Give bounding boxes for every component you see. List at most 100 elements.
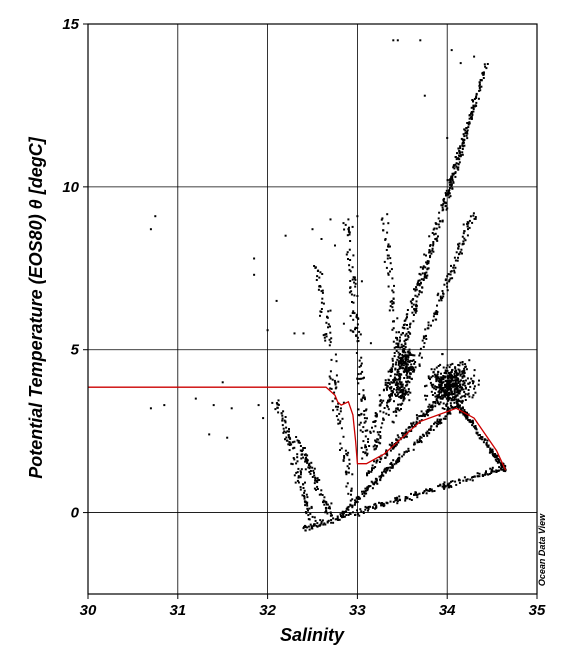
data-point: [343, 456, 346, 459]
data-point: [373, 448, 376, 451]
data-point: [331, 400, 334, 403]
data-point: [495, 454, 498, 457]
data-point: [357, 382, 360, 385]
data-point: [330, 521, 333, 524]
data-point: [289, 437, 292, 440]
data-point: [409, 359, 412, 362]
data-point: [444, 393, 447, 396]
data-point: [396, 386, 398, 389]
data-point: [398, 498, 401, 501]
data-point: [485, 442, 488, 444]
data-point: [382, 399, 385, 402]
data-point: [441, 378, 444, 381]
data-point: [420, 281, 422, 284]
data-point: [454, 385, 457, 388]
data-point: [405, 355, 408, 358]
data-point: [290, 443, 293, 446]
data-point: [316, 485, 319, 488]
data-point: [409, 323, 411, 326]
data-point: [439, 297, 442, 300]
data-point: [328, 338, 331, 341]
data-point: [466, 137, 469, 140]
data-point: [478, 81, 481, 84]
data-point: [435, 318, 438, 321]
data-point: [451, 385, 454, 388]
data-point: [406, 371, 408, 374]
data-point: [396, 373, 398, 376]
data-point: [424, 328, 427, 331]
data-point: [362, 451, 365, 454]
data-point: [421, 414, 424, 417]
data-point: [374, 480, 377, 483]
data-point: [349, 499, 352, 502]
data-point: [288, 449, 291, 452]
data-point: [459, 145, 462, 148]
data-point: [449, 374, 452, 377]
data-point: [450, 175, 453, 178]
data-point: [397, 436, 400, 439]
data-point: [438, 385, 441, 388]
data-point: [446, 137, 449, 139]
data-point: [262, 417, 265, 420]
data-point: [455, 379, 458, 382]
data-point: [382, 502, 385, 505]
data-point: [398, 331, 400, 334]
data-point: [437, 223, 440, 226]
data-point: [362, 389, 365, 392]
data-point: [364, 508, 367, 511]
data-point: [460, 248, 463, 251]
data-point: [402, 398, 405, 401]
data-point: [453, 374, 456, 377]
data-point: [304, 453, 307, 456]
data-point: [329, 325, 331, 328]
data-point: [337, 402, 340, 405]
data-point: [321, 273, 324, 275]
data-point: [356, 313, 358, 316]
data-point: [299, 473, 302, 476]
data-point: [339, 513, 342, 516]
data-point: [348, 512, 351, 515]
data-point: [299, 445, 302, 447]
data-point: [345, 253, 348, 256]
data-point: [407, 355, 410, 358]
data-point: [371, 481, 374, 484]
data-point: [352, 511, 354, 514]
data-point: [336, 408, 339, 411]
data-point: [455, 371, 458, 374]
data-point: [479, 79, 482, 81]
data-point: [380, 401, 383, 404]
data-point: [365, 454, 368, 457]
data-point: [442, 381, 445, 384]
data-point: [376, 438, 379, 441]
data-point: [284, 416, 287, 418]
data-point: [277, 399, 280, 402]
data-point: [404, 370, 407, 373]
data-point: [282, 410, 285, 413]
data-point: [293, 446, 296, 449]
data-point: [396, 342, 399, 345]
data-point: [426, 414, 429, 417]
data-point: [442, 375, 445, 377]
data-point: [305, 460, 307, 462]
data-point: [448, 382, 451, 385]
data-point: [230, 407, 233, 410]
data-point: [418, 441, 420, 443]
data-point: [418, 437, 421, 440]
data-point: [452, 166, 455, 169]
data-point: [442, 394, 445, 397]
data-point: [381, 422, 384, 425]
data-point: [334, 244, 336, 247]
data-point: [393, 400, 395, 403]
data-point: [434, 395, 437, 398]
data-point: [392, 327, 395, 330]
data-point: [457, 147, 460, 150]
data-point: [495, 455, 498, 458]
data-point: [460, 137, 463, 140]
data-point: [331, 514, 333, 517]
data-point: [281, 414, 284, 417]
data-point: [411, 311, 414, 314]
data-point: [468, 419, 471, 422]
data-point: [422, 492, 424, 495]
data-point: [284, 438, 286, 441]
